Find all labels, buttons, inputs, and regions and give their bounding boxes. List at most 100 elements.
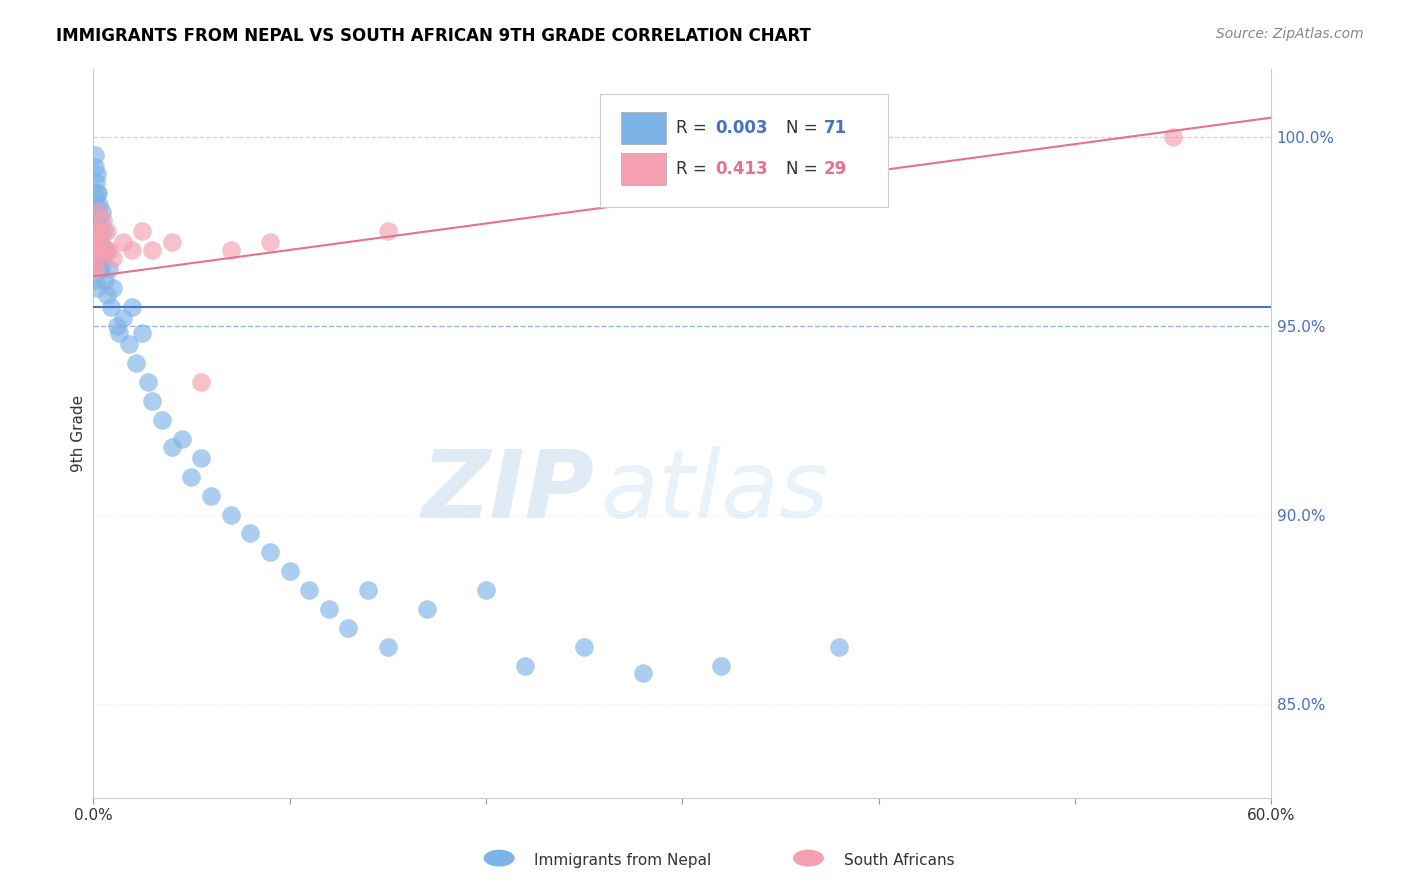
Point (94, 243, 117, 257)
Point (710, 658, 733, 673)
Point (101, 281, 124, 295)
Text: 0.003: 0.003 (716, 119, 768, 136)
Point (121, 300, 143, 314)
Point (84, 224, 107, 238)
Text: atlas: atlas (600, 446, 828, 537)
Text: 71: 71 (824, 119, 846, 136)
Point (239, 526, 262, 541)
Point (141, 243, 163, 257)
Point (416, 602, 439, 616)
Point (160, 440, 183, 454)
Point (87, 251, 110, 265)
Point (87, 243, 110, 257)
Point (84, 197, 107, 211)
Point (357, 583, 380, 598)
Point (101, 251, 124, 265)
Point (93, 224, 115, 238)
Point (107, 326, 129, 340)
Point (631, 666, 654, 681)
Point (86, 224, 108, 238)
Point (298, 583, 321, 598)
Point (170, 432, 193, 446)
Point (90, 243, 112, 257)
Point (278, 564, 301, 578)
Point (87, 235, 110, 250)
Point (87, 261, 110, 276)
Point (1161, 129, 1184, 144)
Point (200, 489, 222, 503)
Point (86, 261, 108, 276)
Point (90, 243, 112, 257)
Y-axis label: 9th Grade: 9th Grade (72, 395, 86, 472)
Point (97, 261, 120, 276)
Point (84, 251, 107, 265)
Point (84, 261, 107, 276)
Point (86, 186, 108, 201)
Point (97, 243, 120, 257)
Point (475, 583, 498, 598)
Point (377, 640, 399, 654)
Point (190, 450, 212, 465)
Point (86, 243, 108, 257)
Point (86, 251, 108, 265)
Point (94, 273, 117, 287)
Point (83, 243, 105, 257)
Point (100, 300, 122, 314)
Point (96, 224, 118, 238)
Point (86, 224, 108, 238)
Point (90, 261, 112, 276)
Point (84, 175, 107, 189)
Point (828, 640, 851, 654)
Point (83, 212, 105, 227)
Point (121, 243, 143, 257)
Text: ZIP: ZIP (420, 446, 593, 538)
Text: R =: R = (676, 161, 713, 178)
Point (84, 148, 107, 162)
Point (83, 261, 105, 276)
Text: Immigrants from Nepal: Immigrants from Nepal (534, 853, 711, 868)
Point (89, 224, 111, 238)
Point (87, 205, 110, 219)
Point (111, 311, 134, 326)
Point (83, 186, 105, 201)
Point (90, 235, 112, 250)
Point (337, 621, 360, 635)
Point (86, 167, 108, 181)
Text: 29: 29 (824, 161, 846, 178)
Point (160, 235, 183, 250)
Point (111, 235, 134, 250)
Bar (621, 153, 665, 186)
Text: 0.413: 0.413 (716, 161, 768, 178)
Text: N =: N = (786, 161, 823, 178)
Point (89, 212, 111, 227)
Point (131, 224, 153, 238)
Point (91, 212, 114, 227)
Text: IMMIGRANTS FROM NEPAL VS SOUTH AFRICAN 9TH GRADE CORRELATION CHART: IMMIGRANTS FROM NEPAL VS SOUTH AFRICAN 9… (56, 27, 811, 45)
Point (86, 224, 108, 238)
Point (219, 508, 242, 522)
Point (572, 640, 595, 654)
Point (318, 602, 340, 616)
Point (84, 235, 107, 250)
Point (86, 243, 108, 257)
Point (84, 261, 107, 276)
Point (259, 545, 281, 559)
FancyBboxPatch shape (600, 94, 889, 207)
Text: Source: ZipAtlas.com: Source: ZipAtlas.com (1216, 27, 1364, 41)
Text: N =: N = (786, 119, 823, 136)
Text: R =: R = (676, 119, 713, 136)
Point (87, 235, 110, 250)
Point (84, 243, 107, 257)
Point (84, 235, 107, 250)
Point (84, 224, 107, 238)
Point (86, 281, 108, 295)
Point (219, 243, 242, 257)
Point (86, 205, 108, 219)
Point (91, 205, 114, 219)
Point (513, 658, 536, 673)
Point (117, 337, 139, 351)
Point (141, 394, 163, 409)
Point (377, 224, 399, 238)
Point (105, 318, 128, 333)
Point (94, 243, 117, 257)
